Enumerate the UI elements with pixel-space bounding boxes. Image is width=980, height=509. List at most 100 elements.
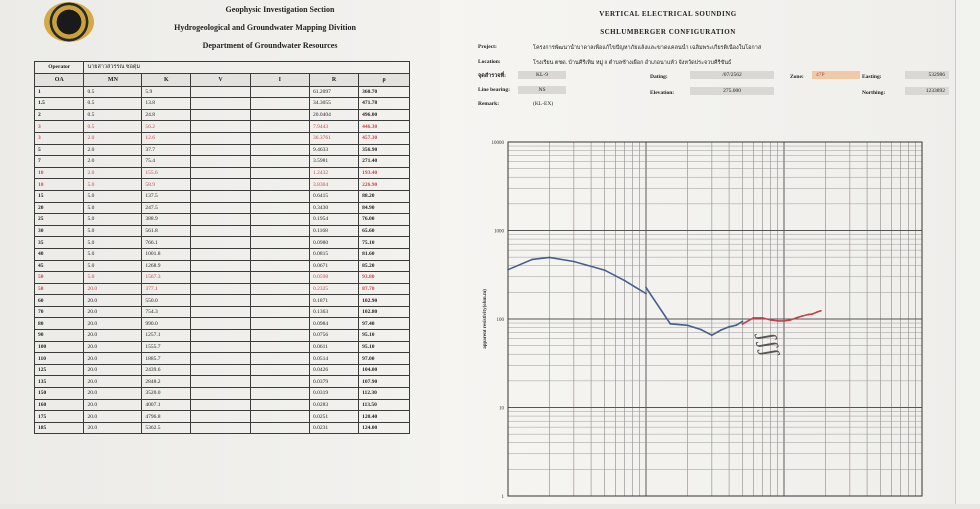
data-point	[531, 258, 534, 261]
cell-v	[190, 201, 251, 215]
cell-k: 24.8	[141, 108, 192, 122]
remark-value: (KL-EX)	[533, 101, 554, 107]
cell-k: 377.1	[141, 282, 192, 296]
cell-i	[249, 85, 310, 99]
cell-rho: 102.80	[358, 305, 410, 319]
cell-r: 0.1168	[308, 224, 360, 238]
cell-v	[190, 282, 251, 296]
data-point	[645, 292, 647, 295]
cell-mn: 5.0	[83, 213, 143, 226]
cell-v	[190, 329, 251, 342]
configuration-title: SCHLUMBERGER CONFIGURATION	[600, 28, 736, 36]
cell-rho: 97.00	[358, 352, 410, 365]
cell-oa: 125	[33, 363, 85, 377]
y-axis-label: apparent resistivity(ohm.m)	[483, 289, 488, 349]
cell-i	[249, 294, 310, 307]
cell-oa: 1	[33, 85, 85, 99]
operator-label: Operator	[33, 61, 85, 74]
cell-r: 0.0379	[308, 375, 360, 389]
data-point	[645, 286, 647, 289]
cell-v	[190, 178, 251, 191]
cell-oa: 30	[33, 224, 85, 238]
cell-rho: 76.00	[358, 213, 410, 226]
cell-v	[190, 271, 251, 284]
cell-i	[249, 143, 310, 157]
table-row: 160 20.0 4007.1 0.0283 113.50	[33, 398, 410, 412]
table-row: 1.5 0.5 13.8 34.3055 471.78	[33, 97, 410, 110]
elevation-value: 275.000	[690, 87, 774, 95]
operator-row: Operator นายสาวสวรรณ ซอดุ่ม	[33, 61, 410, 74]
cell-mn: 2.0	[83, 155, 143, 168]
cell-v	[190, 213, 251, 226]
cell-rho: 193.40	[358, 166, 410, 180]
cell-i	[249, 120, 310, 133]
cell-v	[190, 340, 251, 354]
cell-i	[249, 131, 310, 145]
cell-k: 4007.1	[141, 398, 192, 412]
cell-rho: 471.78	[358, 97, 410, 110]
data-point	[735, 324, 738, 327]
data-point	[669, 322, 672, 325]
cell-oa: 10	[33, 166, 85, 180]
cell-rho: 93.80	[358, 271, 410, 284]
cell-i	[249, 108, 310, 122]
data-point	[788, 319, 791, 322]
data-point	[507, 268, 509, 271]
cell-k: 388.9	[141, 213, 192, 226]
cell-r: 0.1871	[308, 294, 360, 307]
cell-i	[249, 421, 310, 435]
data-point	[796, 316, 799, 319]
project-value: โครงการพัฒนาน้ำบาดาลเพื่อแก้ไขปัญหาภัยแล…	[533, 45, 762, 51]
bearing-label: Line bearing:	[478, 87, 510, 93]
table-row: 25 5.0 388.9 0.1954 76.00	[33, 213, 410, 226]
sounding-data-table: Operator นายสาวสวรรณ ซอดุ่ม OA MN K V I …	[33, 61, 410, 435]
cell-oa: 160	[33, 398, 85, 412]
data-point	[548, 256, 551, 259]
series-line-0	[507, 256, 647, 295]
cell-rho: 104.00	[358, 363, 410, 377]
cell-oa: 7	[33, 155, 85, 168]
cell-r: 0.0756	[308, 329, 360, 342]
cell-i	[249, 271, 310, 284]
cell-oa: 150	[33, 387, 85, 400]
cell-oa: 20	[33, 201, 85, 215]
header-department: Department of Groundwater Resources	[202, 41, 338, 50]
cell-oa: 10	[33, 178, 85, 191]
table-row: 70 20.0 754.3 0.1363 102.80	[33, 305, 410, 319]
cell-mn: 20.0	[83, 329, 143, 342]
resistivity-chart-svg: 10000 1000 100 10 1 apparent resistivity(ohm.…	[483, 141, 923, 500]
cell-i	[249, 259, 310, 273]
y-tick-label: 100	[497, 318, 505, 323]
cell-v	[190, 410, 251, 423]
next-sheet-edge	[955, 0, 980, 504]
cell-r: 0.0671	[308, 259, 360, 273]
cell-k: 990.0	[141, 317, 192, 331]
cell-mn: 0.5	[83, 85, 143, 99]
project-label: Project:	[478, 44, 497, 50]
cell-mn: 20.0	[83, 410, 143, 423]
cell-k: 2848.2	[141, 375, 192, 389]
data-point	[741, 323, 744, 325]
cell-k: 1555.7	[141, 340, 192, 354]
cell-mn: 5.0	[83, 178, 143, 191]
cell-r: 0.0598	[308, 271, 360, 284]
cell-r: 0.0514	[308, 352, 360, 365]
cell-i	[249, 224, 310, 238]
cell-mn: 2.0	[83, 166, 143, 180]
cell-i	[249, 305, 310, 319]
cell-rho: 457.30	[358, 131, 410, 145]
cell-rho: 97.40	[358, 317, 410, 331]
cell-v	[190, 305, 251, 319]
cell-oa: 110	[33, 352, 85, 365]
cell-r: 0.0426	[308, 363, 360, 377]
table-row: 110 20.0 1885.7 0.0514 97.00	[33, 352, 410, 365]
cell-i	[249, 410, 310, 423]
table-row: 20 5.0 247.5 0.3430 84.90	[33, 201, 410, 215]
cell-i	[249, 189, 310, 203]
cell-v	[190, 236, 251, 249]
cell-v	[190, 108, 251, 122]
point-value: KL-9	[518, 71, 566, 79]
cell-k: 1257.1	[141, 329, 192, 342]
cell-r: 0.0980	[308, 236, 360, 249]
table-row: 40 5.0 1001.8 0.0815 81.60	[33, 247, 410, 261]
